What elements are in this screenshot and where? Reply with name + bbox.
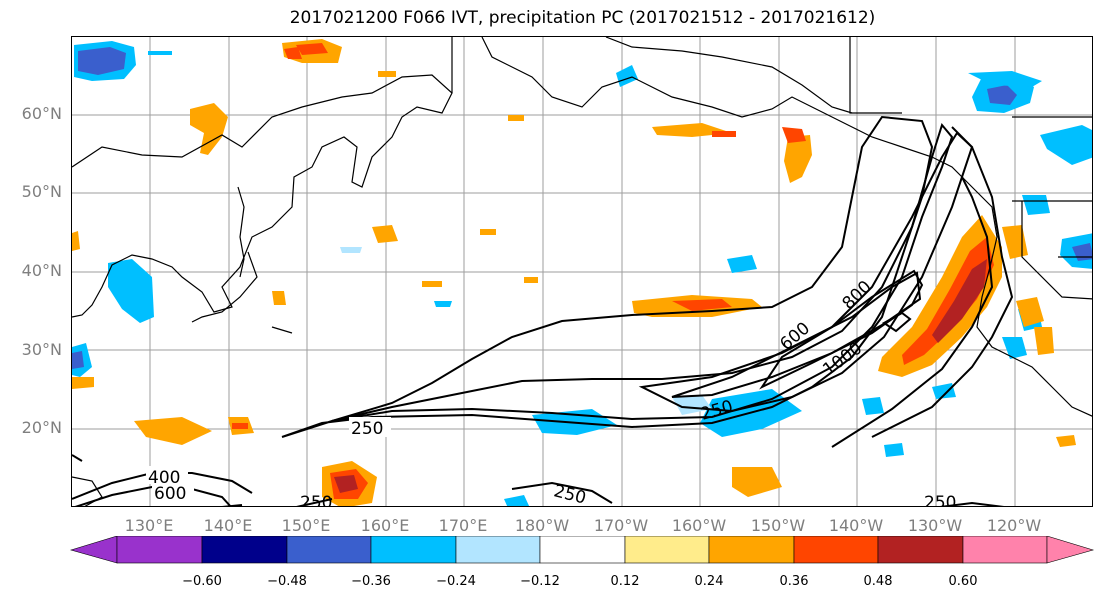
colorbar-extend-min — [69, 536, 118, 564]
map-canvas: 250 400 600 800 1000 250 600 400 250 250… — [72, 37, 1092, 507]
colorbar-tick-label: 0.48 — [863, 574, 893, 589]
lon-label-160w: 160°W — [671, 516, 727, 535]
colorbar-tick-label: 0.24 — [694, 574, 724, 589]
lon-label-150w: 150°W — [750, 516, 806, 535]
lon-label-170w: 170°W — [593, 516, 649, 535]
lon-label-120w: 120°W — [986, 516, 1042, 535]
colorbar-tick-label: −0.36 — [351, 574, 391, 589]
precip-negative-shading — [72, 41, 1092, 506]
colorbar-tick-label: 0.12 — [610, 574, 640, 589]
lon-label-150e: 150°E — [281, 516, 331, 535]
lon-label-170e: 170°E — [438, 516, 488, 535]
colorbar-tick-label: −0.24 — [436, 574, 476, 589]
lon-label-160e: 160°E — [360, 516, 410, 535]
colorbar-tick-label: −0.60 — [182, 574, 222, 589]
gridlines — [72, 37, 1092, 506]
contour-label-600-a: 600 — [154, 484, 186, 504]
contour-label-800: 800 — [839, 277, 876, 314]
colorbar-tick-label: 0.36 — [779, 574, 809, 589]
colorbar — [69, 536, 1095, 564]
lon-label-130w: 130°W — [907, 516, 963, 535]
lat-label-40n: 40°N — [21, 261, 62, 280]
contour-label-250-d: 250 — [924, 493, 956, 507]
colorbar-extend-max — [1046, 536, 1095, 564]
colorbar-tick-label: 0.60 — [948, 574, 978, 589]
map-title: 2017021200 F066 IVT, precipitation PC (2… — [289, 8, 876, 28]
map-panel: 250 400 600 800 1000 250 600 400 250 250… — [71, 36, 1093, 507]
lat-label-60n: 60°N — [21, 104, 62, 123]
lon-label-140w: 140°W — [828, 516, 884, 535]
contour-label-250-c: 250 — [552, 481, 588, 507]
lat-label-20n: 20°N — [21, 418, 62, 437]
lon-label-140e: 140°E — [203, 516, 253, 535]
colorbar-tick-label: −0.48 — [267, 574, 307, 589]
lon-label-180w: 180°W — [514, 516, 570, 535]
ivt-contours — [72, 115, 1014, 506]
lat-label-50n: 50°N — [21, 182, 62, 201]
lon-label-130e: 130°E — [124, 516, 174, 535]
contour-label-250-e: 250 — [300, 493, 332, 507]
lat-label-30n: 30°N — [21, 340, 62, 359]
precip-positive-shading — [72, 39, 1076, 506]
contour-labels: 250 400 600 800 1000 250 600 400 250 250… — [146, 277, 956, 507]
colorbar-tick-label: −0.12 — [520, 574, 560, 589]
contour-label-1000: 1000 — [819, 338, 866, 380]
contour-label-250-a: 250 — [351, 419, 383, 439]
